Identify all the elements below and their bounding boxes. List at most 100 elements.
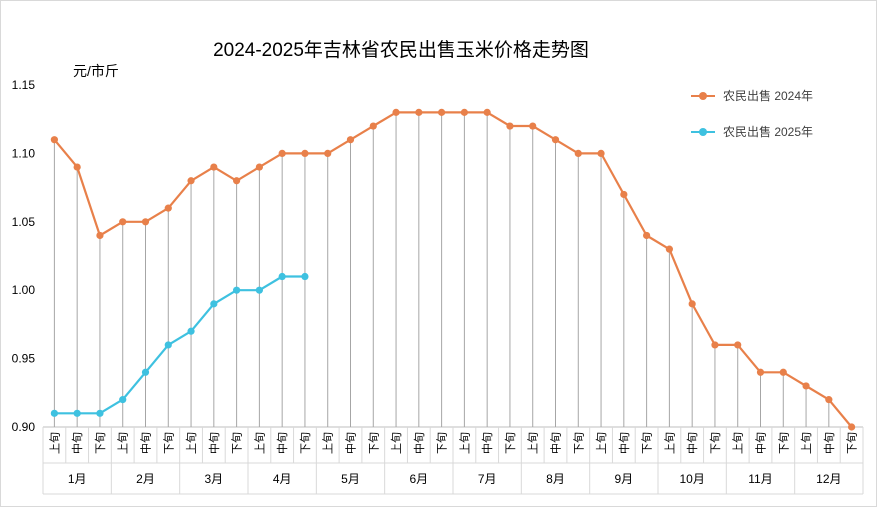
period-tick-label: 中旬 bbox=[276, 432, 289, 454]
data-point-2024 bbox=[551, 136, 560, 144]
data-point-2024 bbox=[233, 177, 241, 185]
month-tick-label: 1月 bbox=[68, 472, 87, 486]
data-point-2024 bbox=[734, 341, 742, 349]
y-tick-label: 1.05 bbox=[12, 215, 36, 229]
data-point-2024 bbox=[415, 108, 423, 116]
period-tick-label: 上旬 bbox=[322, 432, 335, 454]
legend-item-2024: 农民出售 2024年 bbox=[691, 87, 813, 105]
data-point-2024 bbox=[574, 149, 582, 157]
data-point-2024 bbox=[438, 108, 446, 116]
period-tick-label: 下旬 bbox=[504, 432, 517, 454]
data-point-2025 bbox=[255, 286, 263, 294]
period-tick-label: 中旬 bbox=[208, 432, 221, 454]
y-tick-label: 0.90 bbox=[12, 420, 36, 434]
period-tick-label: 下旬 bbox=[846, 432, 859, 454]
period-tick-label: 下旬 bbox=[367, 432, 380, 454]
y-tick-label: 1.15 bbox=[12, 78, 36, 92]
data-point-2025 bbox=[96, 409, 104, 417]
period-tick-label: 上旬 bbox=[800, 432, 813, 454]
data-point-2024 bbox=[50, 136, 58, 144]
data-point-2024 bbox=[164, 204, 172, 212]
data-point-2024 bbox=[643, 231, 651, 240]
legend-label-2025: 农民出售 2025年 bbox=[723, 125, 814, 139]
period-tick-label: 下旬 bbox=[299, 432, 312, 454]
data-point-2025 bbox=[187, 327, 195, 335]
period-tick-label: 中旬 bbox=[686, 432, 699, 454]
data-point-2024 bbox=[278, 149, 286, 157]
period-tick-label: 中旬 bbox=[823, 432, 836, 454]
data-point-2024 bbox=[597, 149, 605, 157]
data-point-2024 bbox=[506, 122, 514, 130]
data-point-2024 bbox=[711, 341, 719, 349]
data-point-2025 bbox=[278, 272, 286, 281]
month-tick-label: 8月 bbox=[546, 472, 565, 486]
data-point-2024 bbox=[665, 245, 673, 253]
y-tick-label: 1.00 bbox=[12, 283, 36, 297]
data-point-2024 bbox=[301, 149, 309, 157]
period-tick-label: 下旬 bbox=[777, 432, 790, 454]
data-point-2024 bbox=[187, 177, 195, 185]
y-tick-label: 1.10 bbox=[12, 146, 36, 160]
data-point-2024 bbox=[141, 218, 150, 226]
month-tick-label: 9月 bbox=[614, 472, 633, 486]
data-point-2024 bbox=[346, 136, 355, 144]
period-tick-label: 中旬 bbox=[71, 432, 84, 454]
month-tick-label: 2月 bbox=[136, 472, 155, 486]
data-point-2025 bbox=[119, 396, 127, 404]
chart-legend: 农民出售 2024年 农民出售 2025年 bbox=[691, 87, 813, 159]
period-tick-label: 中旬 bbox=[618, 432, 631, 454]
legend-line-2025 bbox=[691, 128, 715, 136]
period-tick-label: 下旬 bbox=[436, 432, 449, 454]
data-point-2024 bbox=[255, 163, 263, 171]
data-point-2025 bbox=[50, 409, 58, 417]
data-point-2025 bbox=[73, 409, 81, 417]
legend-line-2024 bbox=[691, 92, 715, 100]
month-tick-label: 7月 bbox=[478, 472, 497, 486]
data-point-2024 bbox=[529, 122, 537, 130]
month-tick-label: 5月 bbox=[341, 472, 360, 486]
data-point-2024 bbox=[802, 382, 810, 390]
data-point-2024 bbox=[848, 423, 856, 431]
data-point-2024 bbox=[779, 368, 787, 376]
y-tick-label: 0.95 bbox=[12, 352, 36, 366]
chart-title: 2024-2025年吉林省农民出售玉米价格走势图 bbox=[213, 40, 589, 61]
month-tick-label: 3月 bbox=[204, 472, 223, 486]
period-tick-label: 上旬 bbox=[732, 432, 745, 454]
data-point-2024 bbox=[688, 300, 696, 308]
period-tick-label: 下旬 bbox=[162, 432, 175, 454]
data-point-2024 bbox=[460, 108, 468, 116]
period-tick-label: 下旬 bbox=[231, 432, 244, 454]
y-axis-unit-label: 元/市斤 bbox=[73, 63, 119, 79]
period-tick-label: 上旬 bbox=[458, 432, 471, 454]
period-tick-label: 上旬 bbox=[117, 432, 130, 454]
period-tick-label: 上旬 bbox=[595, 432, 608, 454]
month-tick-label: 6月 bbox=[409, 472, 428, 486]
data-point-2024 bbox=[210, 163, 218, 171]
data-point-2024 bbox=[756, 368, 765, 376]
data-point-2024 bbox=[73, 163, 81, 171]
series-line-2025 bbox=[54, 275, 305, 415]
data-point-2024 bbox=[119, 218, 127, 226]
period-tick-label: 上旬 bbox=[48, 432, 61, 454]
period-tick-label: 上旬 bbox=[663, 432, 676, 454]
data-point-2025 bbox=[141, 368, 150, 376]
period-tick-label: 上旬 bbox=[185, 432, 198, 454]
data-point-2024 bbox=[483, 108, 491, 116]
period-tick-label: 中旬 bbox=[413, 432, 426, 454]
month-tick-label: 12月 bbox=[816, 472, 841, 486]
period-tick-label: 下旬 bbox=[709, 432, 722, 454]
legend-label-2024: 农民出售 2024年 bbox=[723, 89, 814, 103]
period-tick-label: 上旬 bbox=[253, 432, 266, 454]
period-tick-label: 下旬 bbox=[94, 432, 107, 454]
period-tick-label: 中旬 bbox=[481, 432, 494, 454]
data-point-2025 bbox=[233, 286, 241, 294]
period-tick-label: 中旬 bbox=[550, 432, 563, 454]
data-point-2024 bbox=[392, 108, 400, 116]
period-tick-label: 上旬 bbox=[390, 432, 403, 454]
period-tick-label: 上旬 bbox=[527, 432, 540, 454]
period-tick-label: 下旬 bbox=[572, 432, 585, 454]
data-point-2024 bbox=[96, 231, 104, 240]
data-point-2024 bbox=[620, 190, 628, 199]
